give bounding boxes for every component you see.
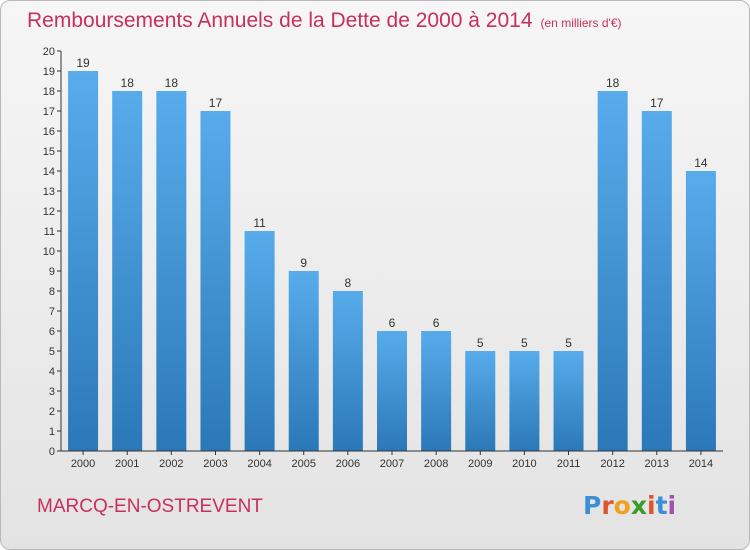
logo-letter: i xyxy=(647,491,656,520)
y-tick-label: 11 xyxy=(44,226,55,238)
bar-value-label: 18 xyxy=(606,76,620,90)
bar-value-label: 9 xyxy=(300,256,307,270)
x-tick-label: 2006 xyxy=(336,458,360,470)
bar xyxy=(421,331,452,451)
bar xyxy=(156,91,187,451)
proxiti-logo: Proxiti xyxy=(583,491,676,520)
logo-letter: o xyxy=(613,491,631,520)
x-tick-label: 2008 xyxy=(424,458,448,470)
x-tick-label: 2012 xyxy=(600,458,624,470)
bar xyxy=(288,271,319,451)
y-tick-label: 14 xyxy=(43,166,55,178)
y-tick-label: 16 xyxy=(43,126,55,138)
x-tick-label: 2007 xyxy=(380,458,404,470)
y-tick-label: 3 xyxy=(49,386,55,398)
y-tick-label: 10 xyxy=(43,246,55,258)
bar xyxy=(112,91,143,451)
y-tick-label: 7 xyxy=(49,306,55,318)
bar xyxy=(68,71,99,451)
x-tick-label: 2011 xyxy=(557,458,581,470)
bar-value-label: 18 xyxy=(165,76,179,90)
y-tick-label: 2 xyxy=(49,406,55,418)
title-text: Remboursements Annuels de la Dette de 20… xyxy=(27,9,533,32)
bar-value-label: 14 xyxy=(694,156,708,170)
x-tick-label: 2013 xyxy=(645,458,669,470)
y-tick-label: 20 xyxy=(43,46,55,58)
bar-value-label: 11 xyxy=(253,216,266,230)
chart-title: Remboursements Annuels de la Dette de 20… xyxy=(27,9,622,33)
bar xyxy=(685,171,716,451)
bar xyxy=(377,331,407,451)
y-tick-label: 12 xyxy=(43,206,55,218)
bars-group: 19 18 18 17 11 9 8 6 6 5 5 5 18 17 14 xyxy=(68,56,716,451)
x-tick-label: 2002 xyxy=(159,458,183,470)
x-tick-label: 2004 xyxy=(247,458,271,470)
y-tick-label: 18 xyxy=(43,86,55,98)
y-tick-label: 13 xyxy=(43,186,55,198)
x-tick-label: 2005 xyxy=(291,458,315,470)
y-tick-label: 15 xyxy=(43,146,55,158)
x-tick-label: 2000 xyxy=(71,458,95,470)
bar xyxy=(244,231,275,451)
x-tick-label: 2010 xyxy=(512,458,536,470)
x-tick-label: 2014 xyxy=(689,458,713,470)
bar-value-label: 6 xyxy=(389,316,396,330)
y-tick-label: 0 xyxy=(49,446,55,458)
y-tick-label: 1 xyxy=(49,426,55,438)
bar xyxy=(553,351,584,451)
logo-letter: P xyxy=(583,491,602,520)
x-axis: 2000 2001 2002 2003 2004 2005 2006 2007 2008 2009… xyxy=(61,450,723,470)
y-tick-label: 8 xyxy=(49,286,55,298)
x-tick-label: 2001 xyxy=(115,458,139,470)
y-tick-label: 9 xyxy=(49,266,55,278)
bar-value-label: 19 xyxy=(76,56,90,70)
bar xyxy=(597,91,628,451)
bar xyxy=(465,351,496,451)
bar-value-label: 8 xyxy=(345,276,352,290)
bar xyxy=(200,111,231,451)
logo-letter: i xyxy=(667,491,677,520)
bar-value-label: 5 xyxy=(477,336,484,350)
bar-value-label: 17 xyxy=(650,96,664,110)
logo-letter: t xyxy=(655,491,668,520)
commune-name: MARCQ-EN-OSTREVENT xyxy=(37,496,263,517)
x-tick-label: 2003 xyxy=(203,458,227,470)
x-tick-label: 2009 xyxy=(468,458,492,470)
bar-value-label: 5 xyxy=(521,336,528,350)
y-tick-label: 5 xyxy=(49,346,55,358)
logo-letter: x xyxy=(630,491,647,520)
bar xyxy=(641,111,672,451)
bar-value-label: 5 xyxy=(565,336,572,350)
y-tick-label: 17 xyxy=(43,106,55,118)
y-tick-label: 4 xyxy=(49,366,55,378)
bar-value-label: 6 xyxy=(433,316,440,330)
logo-letter: r xyxy=(601,491,614,520)
bar-value-label: 17 xyxy=(209,96,223,110)
bar xyxy=(509,351,540,451)
y-tick-label: 6 xyxy=(49,326,55,338)
bar xyxy=(332,291,363,451)
bar-value-label: 18 xyxy=(121,76,135,90)
y-tick-label: 19 xyxy=(43,66,55,78)
title-unit: (en milliers d'€) xyxy=(540,16,622,30)
